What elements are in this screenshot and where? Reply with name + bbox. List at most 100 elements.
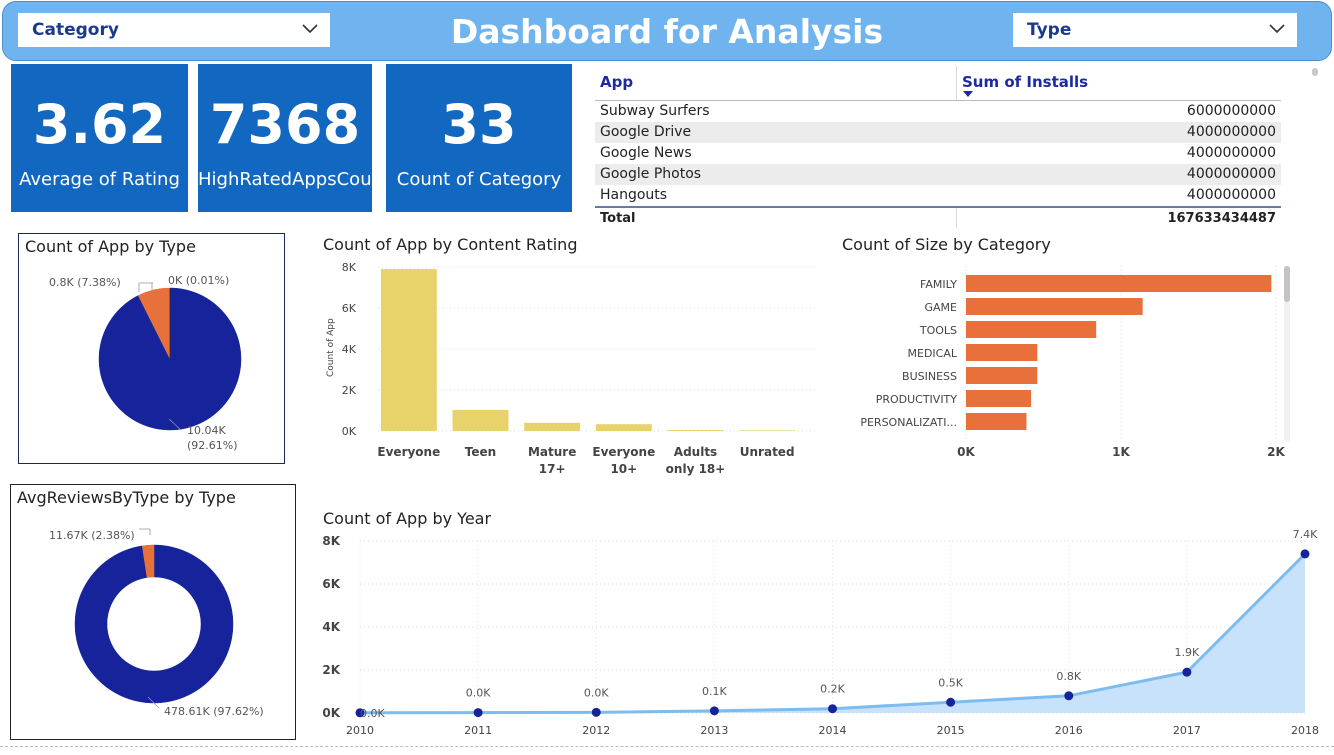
table-row[interactable]: Google News 4000000000 (595, 143, 1281, 164)
table-total-row: Total 167633434487 (595, 208, 1281, 229)
leader-line (168, 418, 182, 431)
x-tick-label: only 18+ (666, 462, 726, 476)
bar-chart-content-rating: Count of App by Content Rating Count of … (318, 231, 828, 481)
y-tick-label: 8K (322, 534, 340, 548)
x-tick-label: 2013 (700, 724, 728, 737)
category-slicer[interactable]: Category (18, 13, 330, 47)
bar (966, 298, 1143, 315)
data-label: 0.0K (466, 687, 491, 700)
chart-title: AvgReviewsByType by Type (17, 488, 236, 507)
column-header-sum-installs[interactable]: Sum of Installs (962, 73, 1089, 91)
y-tick-label: 0K (342, 425, 357, 438)
area-chart-svg: 0K 2K 4K 6K 8K 2010 2011 2012 2013 2014 2015 2016 20… (322, 528, 1319, 737)
bar (966, 321, 1097, 338)
kpi-card-high-rated-apps: 7368 HighRatedAppsCount (198, 64, 391, 212)
area-chart-app-by-year: Count of App by Year 0K 2K 4K 6K 8K 2010 2011 2… (318, 505, 1328, 750)
kpi-card-count-category: 33 Count of Category (386, 64, 572, 212)
kpi-value: 7368 (209, 93, 361, 156)
installs-table: App Sum of Installs Subway Surfers 60000… (595, 66, 1285, 231)
y-tick-label: BUSINESS (902, 370, 957, 383)
bar (966, 275, 1272, 292)
kpi-value: 3.62 (32, 93, 167, 156)
bar (966, 367, 1038, 384)
donut-chart-svg: 11.67K (2.38%) 478.61K (97.62%) (49, 528, 264, 718)
kpi-value: 33 (441, 93, 517, 156)
app-name: Subway Surfers (600, 103, 710, 119)
pie-chart-app-by-type: Count of App by Type 0.8K (7.38%) 0K (0.… (18, 233, 285, 464)
data-point (946, 697, 956, 707)
table-row[interactable]: Google Drive 4000000000 (595, 122, 1281, 143)
data-point (1300, 549, 1310, 559)
x-tick-label: 10+ (610, 462, 637, 476)
data-label: (92.61%) (187, 439, 238, 452)
table-row[interactable]: Hangouts 4000000000 (595, 185, 1281, 206)
chart-title: Count of Size by Category (842, 235, 1051, 254)
data-label: 0.0K (584, 686, 609, 699)
total-label: Total (600, 211, 636, 226)
data-label: 0.8K (1056, 670, 1081, 683)
y-tick-label: 2K (342, 384, 357, 397)
x-tick-label: 2017 (1173, 724, 1201, 737)
bar (452, 409, 509, 431)
x-tick-label: 2K (1267, 445, 1285, 459)
x-tick-label: Unrated (740, 445, 795, 459)
data-point (1064, 691, 1074, 701)
page-title: Dashboard for Analysis (450, 12, 884, 51)
category-slicer-label: Category (32, 20, 119, 40)
app-name: Google News (600, 145, 692, 161)
pie-slice (74, 544, 234, 704)
table-row[interactable]: Google Photos 4000000000 (595, 164, 1281, 185)
column-header-app[interactable]: App (600, 73, 634, 91)
data-label: 1.9K (1175, 646, 1200, 659)
kpi-caption: Average of Rating (19, 169, 180, 190)
hbar-chart-svg: 0K 1K 2K FAMILY GAME TOOLS MEDICAL BUSINESS PROD… (860, 266, 1290, 459)
installs-value: 4000000000 (1186, 187, 1276, 203)
y-tick-label: 2K (322, 663, 340, 677)
x-tick-label: 1K (1112, 445, 1130, 459)
chart-title: Count of App by Year (323, 509, 492, 528)
bar (595, 424, 652, 431)
bar (966, 344, 1038, 361)
data-label: 10.04K (187, 424, 226, 437)
y-tick-label: 4K (322, 620, 340, 634)
data-label: 0.5K (938, 676, 963, 689)
type-slicer[interactable]: Type (1013, 13, 1297, 47)
x-tick-label: Adults (674, 445, 717, 459)
y-tick-label: TOOLS (919, 324, 957, 337)
data-point (473, 708, 483, 718)
table-row[interactable]: Subway Surfers 6000000000 (595, 101, 1281, 122)
chart-scrollbar-thumb[interactable] (1284, 266, 1290, 302)
y-tick-label: 8K (342, 261, 357, 274)
data-point (591, 707, 601, 717)
bar-chart-svg: Count of App 0K 2K 4K 6K 8K Everyone Teen Matur… (326, 261, 818, 476)
bar-chart-size-by-category: Count of Size by Category 0K 1K 2K FAMILY GA… (836, 231, 1296, 466)
data-point (828, 704, 837, 714)
app-name: Hangouts (600, 187, 668, 203)
app-name: Google Drive (600, 124, 692, 140)
chart-title: Count of App by Type (25, 237, 196, 256)
bottom-divider (0, 746, 1334, 747)
x-tick-label: 2014 (819, 724, 847, 737)
y-tick-label: PRODUCTIVITY (876, 393, 958, 406)
installs-value: 4000000000 (1186, 166, 1276, 182)
x-tick-label: Everyone (592, 445, 655, 459)
y-tick-label: MEDICAL (908, 347, 958, 360)
chart-scrollbar-track[interactable] (1284, 266, 1290, 441)
x-tick-label: 2010 (346, 724, 374, 737)
bar (524, 422, 581, 431)
pie-chart-svg: 0.8K (7.38%) 0K (0.01%) 10.04K (92.61%) (49, 274, 242, 452)
data-label: 0K (0.01%) (168, 274, 229, 287)
x-tick-label: 17+ (539, 462, 566, 476)
bar (667, 429, 724, 431)
x-tick-label: 2011 (464, 724, 492, 737)
data-label: 0.8K (7.38%) (49, 276, 121, 289)
y-axis-label: Count of App (326, 318, 336, 377)
data-label: 0.2K (820, 683, 845, 696)
header-divider (595, 100, 1281, 101)
installs-value: 6000000000 (1186, 103, 1276, 119)
kpi-caption: HighRatedAppsCount (198, 169, 391, 190)
data-point (1182, 667, 1192, 677)
x-tick-label: 2016 (1055, 724, 1083, 737)
table-scrollbar[interactable] (1312, 68, 1318, 76)
installs-value: 4000000000 (1186, 145, 1276, 161)
